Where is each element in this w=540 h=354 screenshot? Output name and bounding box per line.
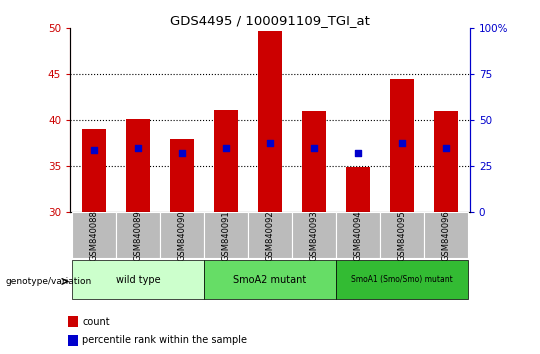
Bar: [214, 110, 238, 212]
Text: genotype/variation: genotype/variation: [5, 277, 92, 286]
Bar: [170, 139, 194, 212]
Point: [222, 145, 231, 151]
Title: GDS4495 / 100091109_TGI_at: GDS4495 / 100091109_TGI_at: [170, 14, 370, 27]
Bar: [160, 212, 204, 258]
Bar: [248, 212, 292, 258]
Text: percentile rank within the sample: percentile rank within the sample: [83, 335, 247, 346]
Bar: [82, 129, 106, 212]
Point: [178, 150, 186, 155]
Text: GSM840093: GSM840093: [309, 210, 319, 261]
Text: GSM840095: GSM840095: [397, 210, 406, 261]
Bar: [204, 260, 336, 299]
Bar: [68, 335, 78, 346]
Text: GSM840092: GSM840092: [266, 210, 274, 261]
Point: [397, 141, 406, 146]
Text: SmoA2 mutant: SmoA2 mutant: [233, 275, 307, 285]
Text: count: count: [83, 316, 110, 327]
Bar: [258, 31, 282, 212]
Text: GSM840091: GSM840091: [221, 210, 231, 261]
Bar: [434, 111, 458, 212]
Bar: [126, 119, 150, 212]
Point: [441, 145, 450, 151]
Bar: [424, 212, 468, 258]
Text: GSM840088: GSM840088: [90, 210, 99, 261]
Text: GSM840090: GSM840090: [178, 210, 187, 261]
Bar: [336, 260, 468, 299]
Text: SmoA1 (Smo/Smo) mutant: SmoA1 (Smo/Smo) mutant: [351, 275, 453, 284]
Bar: [116, 212, 160, 258]
Point: [266, 141, 274, 146]
Bar: [204, 212, 248, 258]
Bar: [68, 316, 78, 327]
Bar: [336, 212, 380, 258]
Text: GSM840094: GSM840094: [353, 210, 362, 261]
Text: GSM840089: GSM840089: [134, 210, 143, 261]
Bar: [72, 212, 116, 258]
Point: [134, 145, 143, 151]
Bar: [346, 167, 370, 212]
Point: [90, 147, 99, 153]
Text: wild type: wild type: [116, 275, 160, 285]
Bar: [292, 212, 336, 258]
Bar: [380, 212, 424, 258]
Bar: [302, 111, 326, 212]
Point: [309, 145, 318, 151]
Point: [354, 151, 362, 156]
Text: GSM840096: GSM840096: [441, 210, 450, 261]
Bar: [72, 260, 204, 299]
Bar: [390, 79, 414, 212]
